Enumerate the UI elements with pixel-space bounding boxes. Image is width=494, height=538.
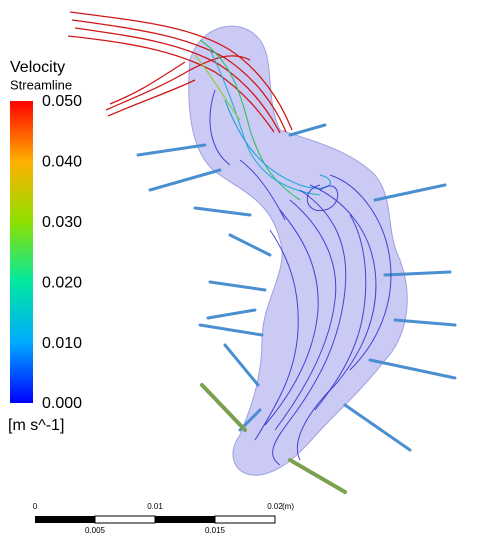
figure: Velocity Streamline 0.0500.0400.0300.020…	[0, 0, 494, 538]
scale-label: 0.005	[85, 526, 106, 535]
legend-tick-label: 0.050	[42, 93, 82, 110]
scale-label: 0.015	[205, 526, 226, 535]
color-bar	[10, 101, 33, 403]
legend: Velocity Streamline 0.050 0.040 0.030 0.020…	[8, 59, 82, 434]
legend-tick-label: 0.030	[42, 214, 82, 231]
page: {"legend": {"title": "Velocity", "subtit…	[0, 0, 494, 538]
legend-subtitle: Streamline	[10, 77, 72, 92]
scale-bar: 0 0.01 0.02(m) 0.005 0.015	[33, 502, 295, 535]
legend-tick-label: 0.000	[42, 395, 82, 412]
legend-tick-label: 0.020	[42, 274, 82, 291]
scale-label: 0.01	[147, 502, 163, 511]
legend-tick-label: 0.040	[42, 154, 82, 171]
scale-label: 0	[33, 502, 38, 511]
legend-unit: [m s^-1]	[8, 417, 64, 434]
scale-unit: (m)	[282, 502, 294, 511]
legend-tick-label: 0.010	[42, 335, 82, 352]
legend-title: Velocity	[10, 59, 65, 76]
scale-label: 0.02	[267, 502, 283, 511]
